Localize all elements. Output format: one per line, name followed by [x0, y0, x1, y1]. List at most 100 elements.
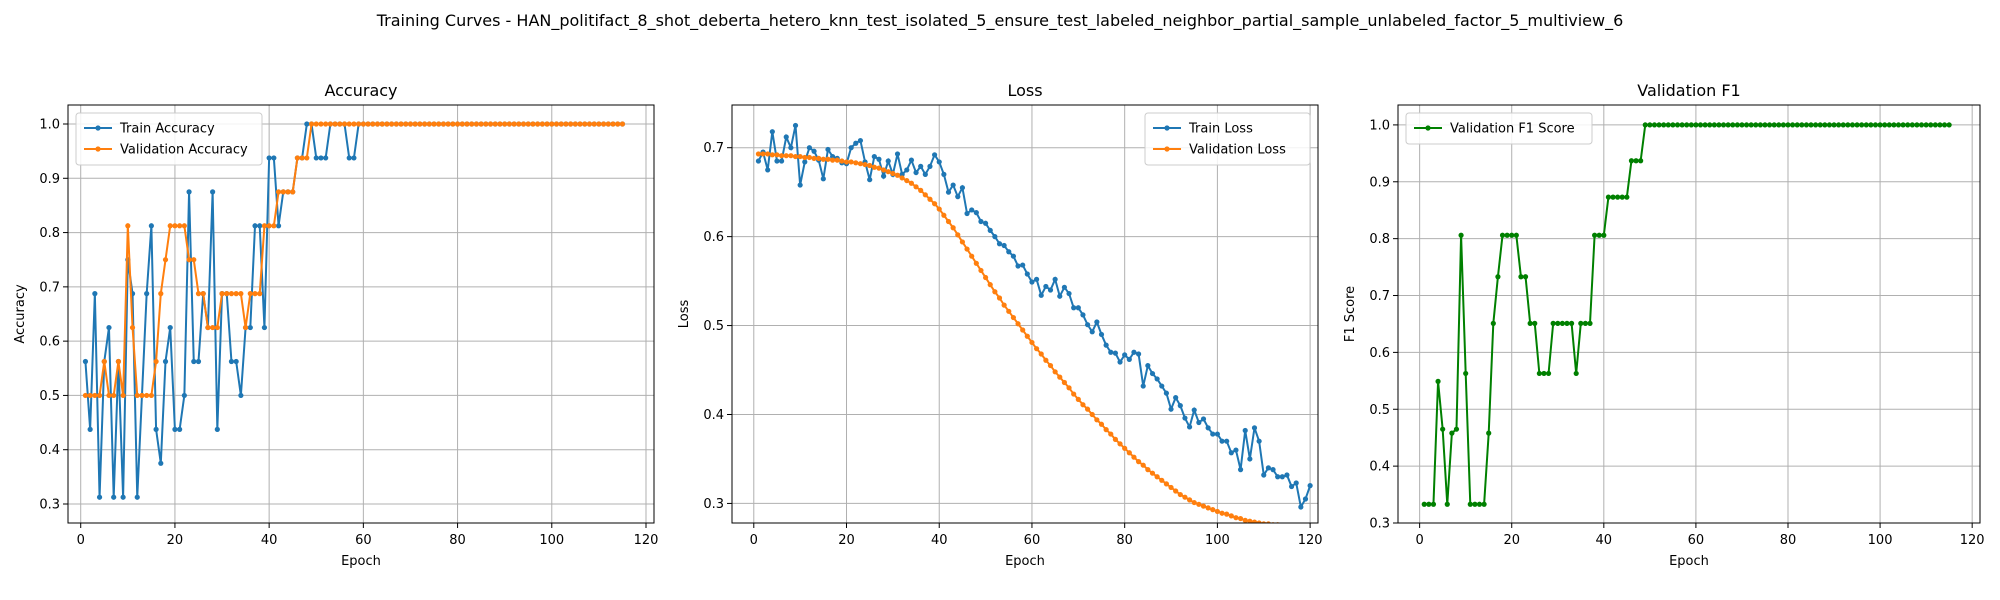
data-point [1679, 122, 1685, 128]
data-point [1112, 350, 1119, 356]
data-point [525, 121, 531, 127]
data-point [92, 392, 98, 399]
data-point [558, 121, 564, 127]
legend-swatch-marker [95, 146, 101, 152]
data-point [996, 295, 1003, 301]
data-point [1753, 122, 1759, 128]
data-point [242, 324, 249, 331]
data-point [134, 494, 140, 500]
data-point [1481, 501, 1487, 507]
data-point [1932, 122, 1938, 128]
legend-entry: Train Loss [1153, 122, 1253, 137]
data-point [1103, 427, 1109, 433]
y-tick-label: 1.0 [39, 118, 60, 133]
data-point [1159, 383, 1165, 389]
data-point [200, 291, 206, 297]
data-point [506, 121, 512, 127]
data-point [1559, 320, 1565, 326]
data-point [351, 121, 357, 127]
data-point [313, 155, 319, 161]
y-ticks: 0.3 0.4 0.5 0.6 0.7 0.8 0.9 1.0 [39, 118, 68, 513]
data-point [530, 121, 536, 127]
data-point [134, 392, 140, 399]
data-point [106, 324, 112, 331]
data-point [1224, 511, 1230, 517]
figure-suptitle: Training Curves - HAN_politifact_8_shot_… [376, 11, 1624, 31]
x-tick-label: 0 [1416, 533, 1424, 548]
data-point [1279, 474, 1285, 480]
data-point [426, 121, 432, 127]
data-point [1440, 426, 1446, 432]
data-point [308, 121, 315, 127]
data-point [1191, 499, 1197, 506]
data-point [774, 158, 780, 164]
data-point [1224, 438, 1230, 444]
data-point [1702, 122, 1708, 128]
x-tick-label: 100 [539, 533, 564, 548]
data-point [1112, 436, 1119, 442]
data-point [101, 358, 107, 365]
data-point [894, 172, 901, 178]
data-point [1587, 320, 1593, 326]
data-point [834, 157, 840, 163]
data-point [1117, 359, 1123, 365]
data-point [1633, 158, 1639, 164]
data-point [252, 291, 258, 297]
data-point [1624, 194, 1630, 200]
data-point [365, 121, 371, 127]
x-tick-label: 80 [449, 533, 466, 548]
data-point [1813, 122, 1819, 128]
data-point [885, 158, 891, 164]
x-ticks: 0 20 40 60 80 100 120 [750, 523, 1323, 548]
data-point [1010, 314, 1017, 321]
data-point [774, 152, 780, 158]
x-tick-label: 20 [1503, 533, 1520, 548]
data-point [1298, 504, 1304, 510]
data-point [1550, 320, 1556, 326]
data-point [1776, 122, 1782, 128]
data-point [1302, 496, 1309, 502]
data-point [1089, 329, 1095, 335]
data-point [195, 291, 202, 297]
data-point [797, 182, 803, 188]
data-point [1693, 122, 1699, 128]
data-point [1578, 320, 1584, 326]
data-point [1140, 383, 1146, 389]
data-point [987, 282, 993, 288]
data-point [1739, 122, 1745, 128]
chart-title: Loss [1007, 81, 1042, 100]
chart-panels: 0 20 40 60 80 100 120 0.3 0.4 0.5 0.6 0.7 0.8 0.9 1.0 A… [13, 81, 1985, 569]
data-point [857, 161, 864, 167]
data-point [1808, 122, 1814, 128]
data-point [1615, 194, 1621, 200]
data-point [1499, 232, 1506, 238]
series-validation-accuracy [82, 121, 626, 399]
data-point [586, 121, 593, 127]
data-point [783, 153, 789, 159]
data-point [1210, 507, 1216, 513]
data-point [153, 358, 159, 365]
y-tick-label: 0.6 [703, 230, 724, 245]
x-tick-label: 120 [1298, 533, 1323, 548]
data-point [1444, 501, 1450, 507]
data-point [1564, 320, 1570, 326]
data-point [922, 171, 928, 177]
legend: Train Loss Validation Loss [1144, 112, 1311, 166]
y-tick-label: 0.5 [703, 319, 724, 334]
data-point [973, 260, 979, 266]
data-point [1771, 122, 1777, 128]
data-point [792, 122, 799, 129]
data-point [158, 291, 164, 297]
data-point [1568, 320, 1575, 326]
data-point [1154, 376, 1160, 382]
data-point [918, 163, 924, 169]
data-point [904, 177, 910, 184]
data-point [1057, 293, 1063, 299]
data-point [1458, 232, 1464, 238]
data-point [210, 189, 216, 195]
data-point [950, 225, 956, 231]
x-axis-label: Epoch [1005, 554, 1045, 569]
data-point [96, 392, 103, 399]
data-point [1075, 305, 1081, 311]
